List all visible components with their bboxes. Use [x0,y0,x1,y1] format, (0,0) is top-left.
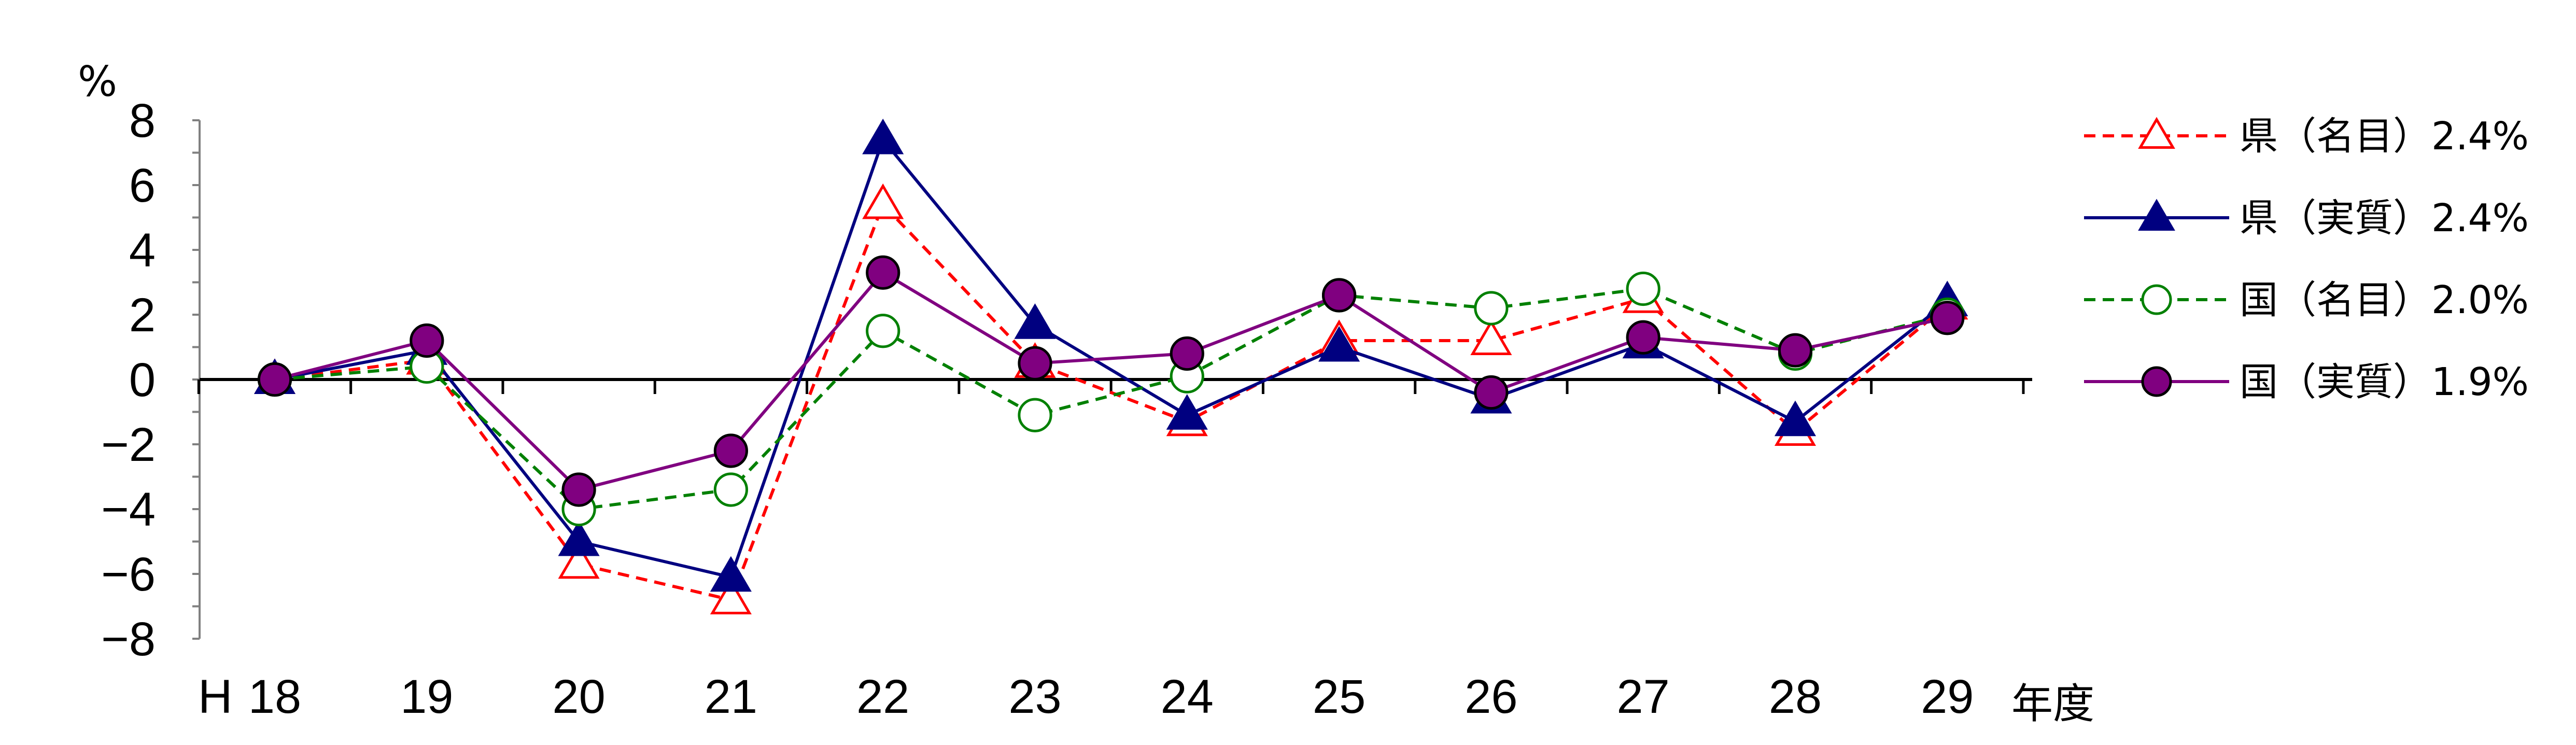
series-line [274,287,1948,511]
data-point [257,362,292,397]
data-point [558,543,600,579]
data-point [710,579,752,614]
x-tick-label: 26 [1465,670,1517,723]
x-tick-label: 27 [1617,670,1670,723]
data-point [410,323,444,358]
data-point [713,472,749,507]
series-4 [257,255,1965,507]
data-point [866,314,900,348]
legend-label: 県（実質）2.4% [2240,196,2529,241]
data-point [1318,326,1360,362]
legend-label: 国（名目）2.0% [2240,278,2529,322]
legend-marker-swatch [2141,366,2172,397]
x-tick-label: 28 [1769,670,1822,723]
x-axis-era-prefix: H [198,670,232,723]
plot-area [254,118,1968,614]
x-axis-label: 年度 [2011,680,2094,728]
x-tick-label: 19 [400,670,453,723]
data-point [866,255,900,290]
data-point [1774,400,1817,437]
data-point [1470,319,1512,355]
y-tick-label: 2 [129,289,156,342]
x-tick-label: 24 [1161,670,1214,723]
y-tick-label: −4 [101,483,156,536]
data-point [1626,271,1660,306]
x-tick-label: 22 [856,670,909,723]
data-point [1626,320,1660,355]
legend-entry-3: 国（名目）2.0% [2084,278,2529,322]
y-tick-label: −6 [101,548,156,601]
data-point [710,556,752,592]
data-point [862,118,904,154]
y-tick-label: 0 [129,354,156,406]
legend-label: 国（実質）1.9% [2240,360,2529,404]
y-tick-label: −2 [101,418,156,471]
data-point [1930,301,1965,335]
data-point [561,472,596,507]
x-tick-label: 25 [1313,670,1366,723]
y-tick-label: −8 [101,613,156,666]
x-tick-label: 21 [705,670,757,723]
data-point [1170,336,1204,371]
series-line [274,271,1948,491]
series-3 [257,271,1965,527]
data-point [1322,278,1357,313]
data-point [1018,346,1052,381]
data-point [1778,333,1813,368]
legend-label: 県（名目）2.4% [2240,114,2529,159]
data-point [1014,303,1056,339]
data-point [713,433,749,468]
legend-entry-1: 県（名目）2.4% [2084,114,2529,159]
x-tick-label: 29 [1921,670,1974,723]
legend-marker-swatch [2138,117,2175,149]
y-tick-label: 8 [129,94,156,147]
series-line [274,138,1949,579]
data-point [1474,291,1509,326]
legend: 県（名目）2.4% 県（実質）2.4% 国（名目）2.0% 国（実質）1.9% [2084,114,2529,404]
legend-marker-swatch [2138,199,2175,231]
data-point [1018,398,1052,432]
x-tick-label: 18 [248,670,301,723]
series-1 [254,183,1968,614]
y-axis-unit-label: % [78,58,117,106]
x-tick-label: 23 [1008,670,1061,723]
legend-entry-4: 国（実質）1.9% [2084,360,2529,404]
data-point [862,183,904,219]
y-tick-label: 6 [129,159,156,212]
x-tick-label: 20 [552,670,605,723]
data-point [558,520,600,556]
series-line [274,203,1949,601]
legend-entry-2: 県（実質）2.4% [2084,196,2529,241]
y-tick-label: 4 [129,224,156,277]
data-point [1166,394,1208,430]
legend-marker-swatch [2141,284,2172,315]
series-2 [254,118,1968,592]
data-point [1474,375,1509,410]
